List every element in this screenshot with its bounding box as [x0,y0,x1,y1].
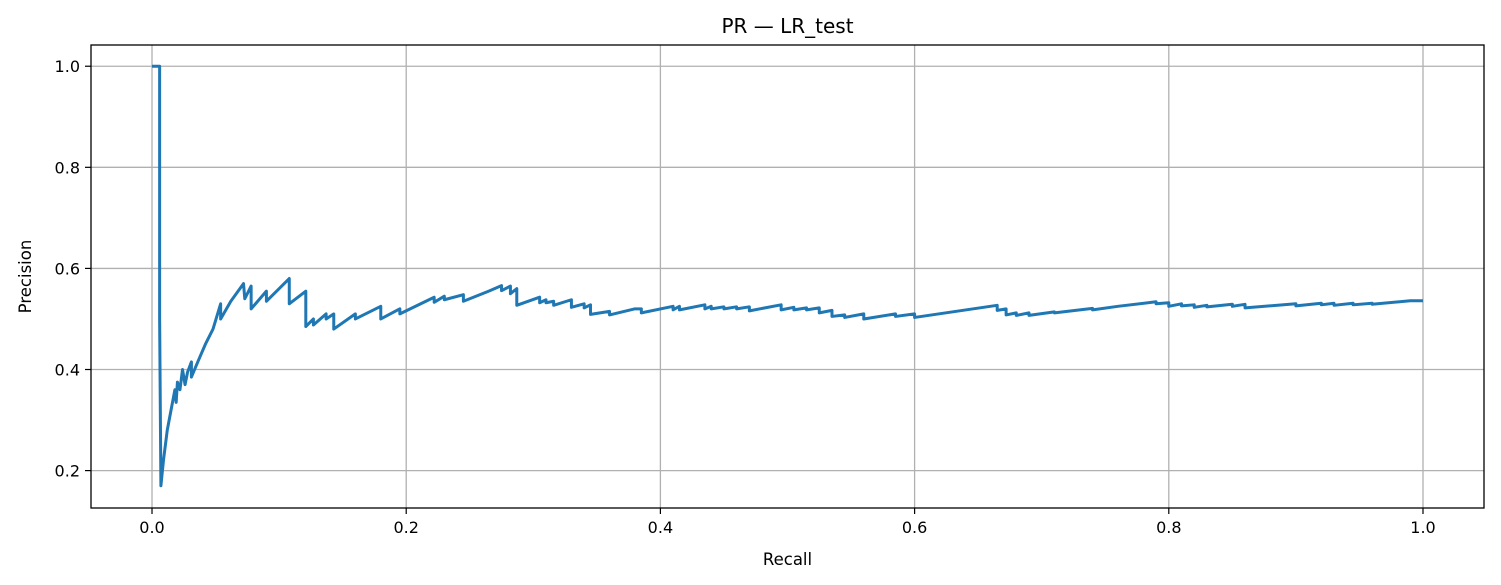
x-tick-label: 0.0 [139,518,164,537]
y-tick-label: 0.2 [55,462,80,481]
x-tick-label: 1.0 [1410,518,1435,537]
ticks: 0.0 0.2 0.4 0.6 0.8 1.0 0.2 0.4 0.6 0.8 1.0 [55,57,1436,537]
chart-title: PR — LR_test [721,14,853,38]
x-tick-label: 0.4 [648,518,673,537]
axes-frame [90,44,1485,509]
x-tick-label: 0.6 [902,518,927,537]
x-axis-label: Recall [763,550,812,569]
pr-curve [152,64,1423,488]
y-tick-label: 0.8 [55,158,80,177]
y-tick-label: 0.6 [55,259,80,278]
y-tick-label: 0.4 [55,361,80,380]
grid [91,45,1484,508]
x-tick-label: 0.2 [393,518,418,537]
y-axis-label: Precision [16,240,35,314]
y-tick-label: 1.0 [55,57,80,76]
x-tick-label: 0.8 [1156,518,1181,537]
plot-area [152,64,1423,488]
